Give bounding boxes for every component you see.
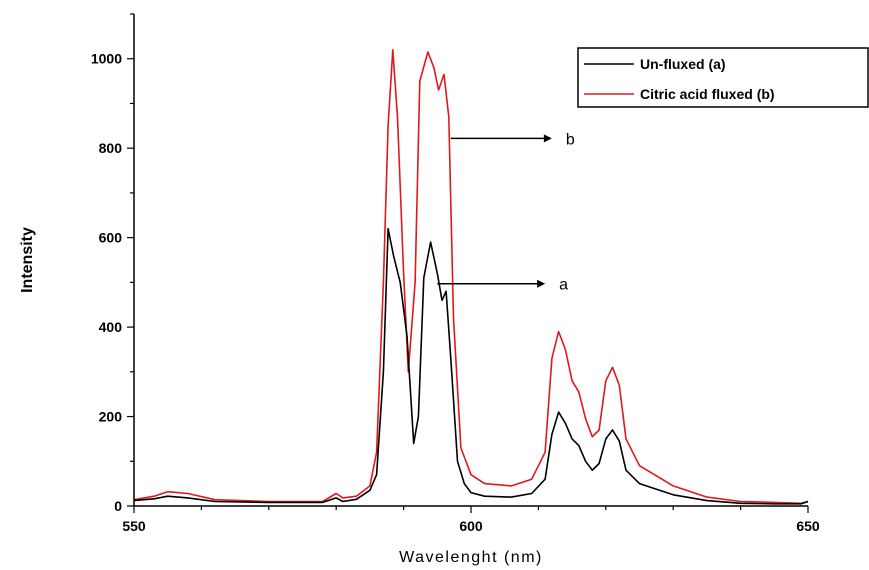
legend-label-citric: Citric acid fluxed (b): [640, 86, 775, 102]
annotation-arrowhead-b: [543, 134, 552, 143]
y-axis-title: Intensity: [19, 227, 36, 293]
y-tick-label: 600: [99, 230, 123, 246]
x-tick-label: 550: [122, 518, 146, 534]
annotations: ba: [437, 131, 575, 294]
x-tick-label: 600: [459, 518, 483, 534]
y-tick-label: 1000: [91, 51, 122, 67]
y-tick-label: 400: [99, 319, 123, 335]
y-tick-label: 800: [99, 140, 123, 156]
annotation-label-b: b: [566, 131, 575, 148]
series-line-1: [133, 49, 809, 505]
x-axis-title: Wavelenght (nm): [399, 549, 543, 566]
annotation-label-a: a: [559, 277, 568, 294]
x-axis-ticks: 550 600 650: [122, 506, 820, 534]
y-tick-label: 0: [114, 498, 122, 514]
plot-lines: [133, 49, 809, 505]
x-tick-label: 650: [796, 518, 820, 534]
legend: Un-fluxed (a) Citric acid fluxed (b): [577, 47, 869, 108]
annotation-arrowhead-a: [537, 279, 546, 288]
series-line-0: [133, 227, 809, 505]
y-axis-ticks: 0 200 400 600 800 1000: [91, 13, 134, 514]
legend-box: [577, 47, 869, 108]
legend-label-unfluxed: Un-fluxed (a): [640, 56, 726, 72]
y-tick-label: 200: [99, 409, 123, 425]
